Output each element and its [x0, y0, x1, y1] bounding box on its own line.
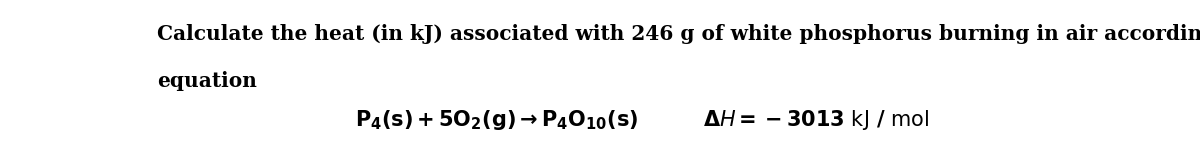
- Text: equation: equation: [157, 71, 257, 91]
- Text: Calculate the heat (in kJ) associated with 246 g of white phosphorus burning in : Calculate the heat (in kJ) associated wi…: [157, 24, 1200, 44]
- Text: $\mathbf{P_4(s) + 5O_2(g) \rightarrow P_4O_{10}(s)}$: $\mathbf{P_4(s) + 5O_2(g) \rightarrow P_…: [355, 108, 637, 132]
- Text: $\boldsymbol{\Delta}\mathit{H}\mathbf{= -3013\ \mathrm{kJ}\ /\ \mathrm{mol}}$: $\boldsymbol{\Delta}\mathit{H}\mathbf{= …: [703, 108, 930, 132]
